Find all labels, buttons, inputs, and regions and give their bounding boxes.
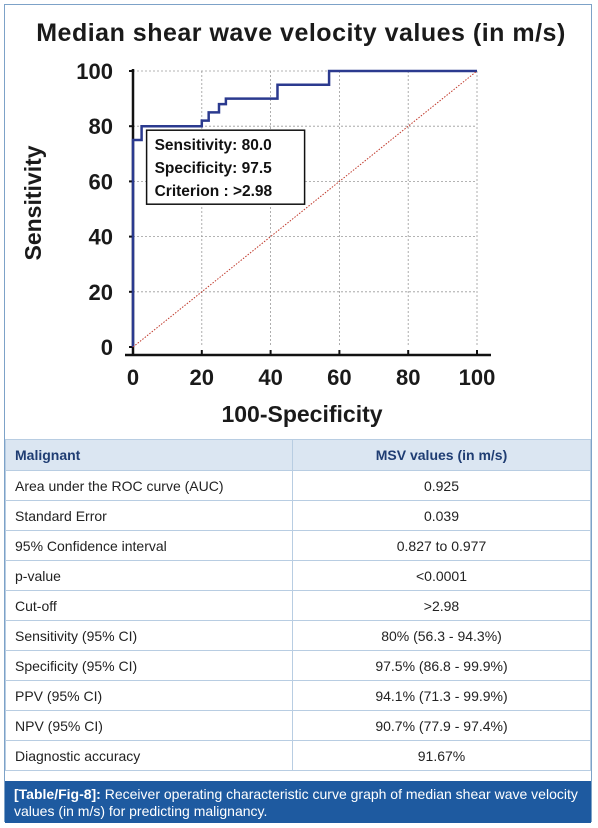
- row-label: Cut-off: [5, 590, 293, 621]
- row-label: Standard Error: [5, 500, 293, 531]
- annotation-line: Criterion : >2.98: [155, 183, 273, 200]
- row-label: PPV (95% CI): [5, 680, 293, 711]
- row-label: Specificity (95% CI): [5, 650, 293, 681]
- figure-frame: Median shear wave velocity values (in m/…: [4, 4, 593, 823]
- x-tick-label: 20: [190, 365, 214, 390]
- row-value: <0.0001: [292, 560, 591, 591]
- row-label: Diagnostic accuracy: [5, 740, 293, 771]
- row-value: 80% (56.3 - 94.3%): [292, 620, 591, 651]
- y-axis-label: Sensitivity: [20, 145, 46, 260]
- table-row: NPV (95% CI) 90.7% (77.9 - 97.4%): [5, 710, 591, 741]
- row-value: 90.7% (77.9 - 97.4%): [292, 710, 591, 741]
- row-value: 91.67%: [292, 740, 591, 771]
- x-tick-label: 40: [258, 365, 282, 390]
- x-tick-label: 0: [127, 365, 139, 390]
- annotation-line: Sensitivity: 80.0: [155, 137, 272, 154]
- table-row: Specificity (95% CI) 97.5% (86.8 - 99.9%): [5, 650, 591, 681]
- chart-title: Median shear wave velocity values (in m/…: [36, 19, 566, 47]
- row-value: 94.1% (71.3 - 99.9%): [292, 680, 591, 711]
- table-row: p-value <0.0001: [5, 560, 591, 591]
- table-row: PPV (95% CI) 94.1% (71.3 - 99.9%): [5, 680, 591, 711]
- y-tick-label: 100: [76, 59, 113, 84]
- roc-chart-svg: Median shear wave velocity values (in m/…: [20, 19, 566, 427]
- row-value: 97.5% (86.8 - 99.9%): [292, 650, 591, 681]
- row-label: Sensitivity (95% CI): [5, 620, 293, 651]
- figure-caption: [Table/Fig-8]: Receiver operating charac…: [5, 781, 591, 823]
- table-row: 95% Confidence interval 0.827 to 0.977: [5, 530, 591, 561]
- criterion-annotation-box: [145, 129, 306, 205]
- annotation-line: Specificity: 97.5: [155, 160, 273, 177]
- row-label: Area under the ROC curve (AUC): [5, 470, 293, 501]
- x-tick-label: 80: [396, 365, 420, 390]
- y-tick-label: 60: [89, 169, 113, 194]
- header-msv-values: MSV values (in m/s): [292, 439, 591, 471]
- y-tick-label: 0: [101, 335, 113, 360]
- row-label: 95% Confidence interval: [5, 530, 293, 561]
- y-tick-label: 40: [89, 225, 113, 250]
- table-row: Sensitivity (95% CI) 80% (56.3 - 94.3%): [5, 620, 591, 651]
- y-tick-label: 80: [89, 114, 113, 139]
- results-table: Malignant MSV values (in m/s) Area under…: [5, 439, 591, 771]
- x-tick-label: 60: [327, 365, 351, 390]
- caption-label: [Table/Fig-8]:: [14, 786, 101, 802]
- y-tick-label: 20: [89, 280, 113, 305]
- table-header-row: Malignant MSV values (in m/s): [5, 439, 591, 471]
- x-axis-label: 100-Specificity: [221, 401, 382, 427]
- header-malignant: Malignant: [5, 439, 293, 471]
- row-label: NPV (95% CI): [5, 710, 293, 741]
- table-row: Cut-off >2.98: [5, 590, 591, 621]
- caption-text: Receiver operating characteristic curve …: [14, 786, 578, 819]
- x-tick-label: 100: [459, 365, 496, 390]
- table-row: Standard Error 0.039: [5, 500, 591, 531]
- row-value: 0.039: [292, 500, 591, 531]
- row-label: p-value: [5, 560, 293, 591]
- roc-chart: Median shear wave velocity values (in m/…: [5, 5, 593, 439]
- reference-diagonal-line: [132, 70, 478, 348]
- row-value: 0.827 to 0.977: [292, 530, 591, 561]
- row-value: 0.925: [292, 470, 591, 501]
- row-value: >2.98: [292, 590, 591, 621]
- table-row: Area under the ROC curve (AUC) 0.925: [5, 470, 591, 501]
- roc-curve-line: [131, 69, 477, 347]
- table-row: Diagnostic accuracy 91.67%: [5, 740, 591, 771]
